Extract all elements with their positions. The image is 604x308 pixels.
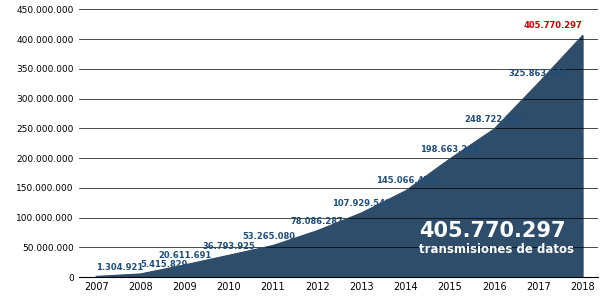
Text: 5.415.829: 5.415.829 <box>140 260 188 269</box>
Text: 20.611.691: 20.611.691 <box>158 251 211 260</box>
Text: 405.770.297: 405.770.297 <box>524 21 582 30</box>
Text: 145.066.472: 145.066.472 <box>376 176 435 185</box>
Text: 325.863.969: 325.863.969 <box>509 69 568 78</box>
Text: 1.304.921: 1.304.921 <box>96 263 144 272</box>
Text: 198.663.248: 198.663.248 <box>420 144 480 154</box>
Text: 405.770.297: 405.770.297 <box>419 221 565 241</box>
Text: 248.722.143: 248.722.143 <box>464 115 524 124</box>
Text: 36.793.925: 36.793.925 <box>202 241 255 250</box>
Text: 53.265.080: 53.265.080 <box>242 232 295 241</box>
Text: transmisiones de datos: transmisiones de datos <box>419 243 574 256</box>
Text: 107.929.548: 107.929.548 <box>332 199 391 208</box>
Text: 78.086.287: 78.086.287 <box>291 217 344 226</box>
